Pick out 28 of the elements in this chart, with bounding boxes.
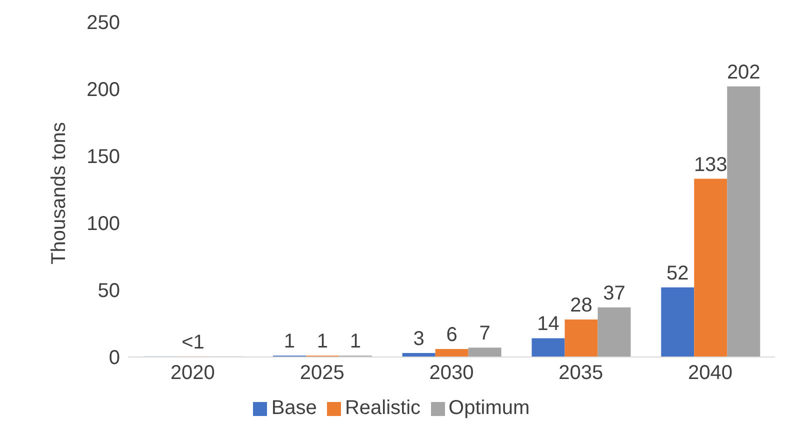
data-label: 1	[316, 330, 328, 353]
data-label: 28	[570, 294, 592, 316]
y-tick-label: 250	[86, 12, 120, 34]
data-label: 1	[284, 330, 295, 353]
data-label: 3	[413, 328, 424, 350]
x-tick-label: 2025	[300, 362, 344, 384]
x-tick-label: 2030	[429, 362, 474, 384]
y-axis-title: Thousands tons	[48, 122, 70, 264]
y-tick-label: 200	[86, 79, 120, 102]
x-tick-label: 2040	[688, 362, 733, 384]
x-tick-label: 2020	[170, 362, 215, 384]
data-label: 133	[694, 154, 728, 176]
data-label: 52	[666, 262, 689, 284]
data-label: 1	[350, 330, 361, 353]
data-label: 7	[479, 322, 490, 345]
y-tick-label: 0	[108, 347, 120, 370]
legend-label: Optimum	[448, 397, 530, 419]
data-label: <1	[182, 331, 204, 354]
data-label: 6	[446, 324, 458, 346]
data-label: 37	[603, 282, 626, 304]
y-tick-label: 100	[86, 213, 120, 236]
y-tick-label: 50	[98, 280, 120, 302]
x-tick-label: 2035	[558, 362, 604, 384]
data-label: 202	[726, 61, 760, 84]
y-tick-label: 150	[86, 146, 120, 168]
legend-label: Realistic	[344, 397, 421, 419]
data-label: 14	[537, 313, 560, 336]
legend-label: Base	[271, 397, 317, 419]
